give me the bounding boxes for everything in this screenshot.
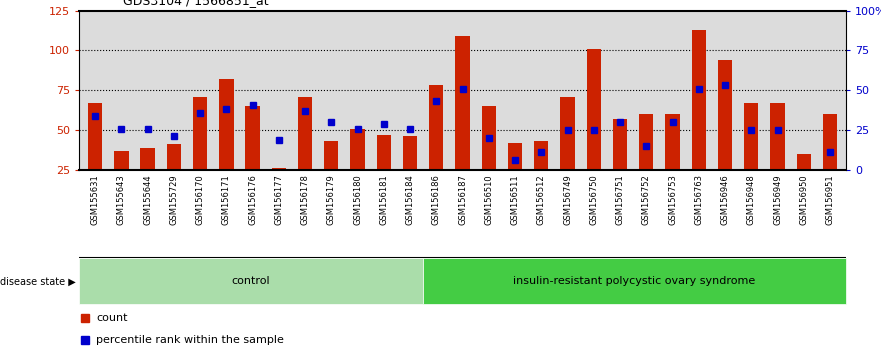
Text: count: count bbox=[96, 313, 128, 323]
Text: GSM156750: GSM156750 bbox=[589, 174, 598, 225]
Text: GSM156171: GSM156171 bbox=[222, 174, 231, 225]
Text: GSM156180: GSM156180 bbox=[353, 174, 362, 225]
Bar bbox=[613, 119, 627, 170]
Text: GSM155643: GSM155643 bbox=[117, 174, 126, 225]
Bar bbox=[79, 258, 423, 304]
Text: GSM156763: GSM156763 bbox=[694, 174, 703, 225]
Text: GSM156511: GSM156511 bbox=[510, 174, 520, 225]
Text: GSM156949: GSM156949 bbox=[773, 174, 782, 225]
Text: GSM156946: GSM156946 bbox=[721, 174, 729, 225]
Text: GSM155729: GSM155729 bbox=[169, 174, 178, 225]
Bar bbox=[744, 103, 759, 170]
Text: GSM156752: GSM156752 bbox=[641, 174, 651, 225]
Bar bbox=[324, 141, 338, 170]
Text: GSM156179: GSM156179 bbox=[327, 174, 336, 225]
Text: GSM156170: GSM156170 bbox=[196, 174, 204, 225]
Bar bbox=[88, 103, 102, 170]
Text: GDS3104 / 1566851_at: GDS3104 / 1566851_at bbox=[123, 0, 269, 7]
Text: GSM156951: GSM156951 bbox=[825, 174, 834, 225]
Bar bbox=[796, 154, 811, 170]
Bar bbox=[770, 103, 785, 170]
Bar bbox=[193, 97, 207, 170]
Bar bbox=[219, 79, 233, 170]
Text: GSM156176: GSM156176 bbox=[248, 174, 257, 225]
Text: GSM156184: GSM156184 bbox=[405, 174, 415, 225]
Bar bbox=[271, 168, 286, 170]
Bar bbox=[560, 97, 574, 170]
Bar bbox=[639, 114, 654, 170]
Bar bbox=[423, 258, 846, 304]
Text: insulin-resistant polycystic ovary syndrome: insulin-resistant polycystic ovary syndr… bbox=[514, 276, 755, 286]
Text: GSM155631: GSM155631 bbox=[91, 174, 100, 225]
Text: GSM156950: GSM156950 bbox=[799, 174, 808, 225]
Bar bbox=[403, 136, 418, 170]
Bar bbox=[823, 114, 837, 170]
Bar bbox=[718, 60, 732, 170]
Text: disease state ▶: disease state ▶ bbox=[0, 276, 76, 286]
Text: GSM156749: GSM156749 bbox=[563, 174, 572, 225]
Text: GSM156510: GSM156510 bbox=[485, 174, 493, 225]
Text: GSM155644: GSM155644 bbox=[143, 174, 152, 225]
Text: percentile rank within the sample: percentile rank within the sample bbox=[96, 335, 284, 345]
Bar bbox=[665, 114, 680, 170]
Text: GSM156753: GSM156753 bbox=[668, 174, 677, 225]
Bar bbox=[482, 106, 496, 170]
Text: control: control bbox=[232, 276, 270, 286]
Bar bbox=[429, 85, 443, 170]
Text: GSM156948: GSM156948 bbox=[747, 174, 756, 225]
Bar bbox=[534, 141, 549, 170]
Bar bbox=[455, 36, 470, 170]
Text: GSM156186: GSM156186 bbox=[432, 174, 440, 225]
Bar bbox=[587, 49, 601, 170]
Bar bbox=[376, 135, 391, 170]
Text: GSM156181: GSM156181 bbox=[380, 174, 389, 225]
Bar bbox=[351, 129, 365, 170]
Bar bbox=[140, 148, 155, 170]
Bar bbox=[114, 151, 129, 170]
Bar bbox=[507, 143, 522, 170]
Text: GSM156751: GSM156751 bbox=[616, 174, 625, 225]
Bar bbox=[298, 97, 312, 170]
Text: GSM156178: GSM156178 bbox=[300, 174, 309, 225]
Text: GSM156187: GSM156187 bbox=[458, 174, 467, 225]
Bar bbox=[245, 106, 260, 170]
Text: GSM156177: GSM156177 bbox=[274, 174, 284, 225]
Bar bbox=[692, 30, 706, 170]
Bar bbox=[167, 144, 181, 170]
Text: GSM156512: GSM156512 bbox=[537, 174, 545, 225]
